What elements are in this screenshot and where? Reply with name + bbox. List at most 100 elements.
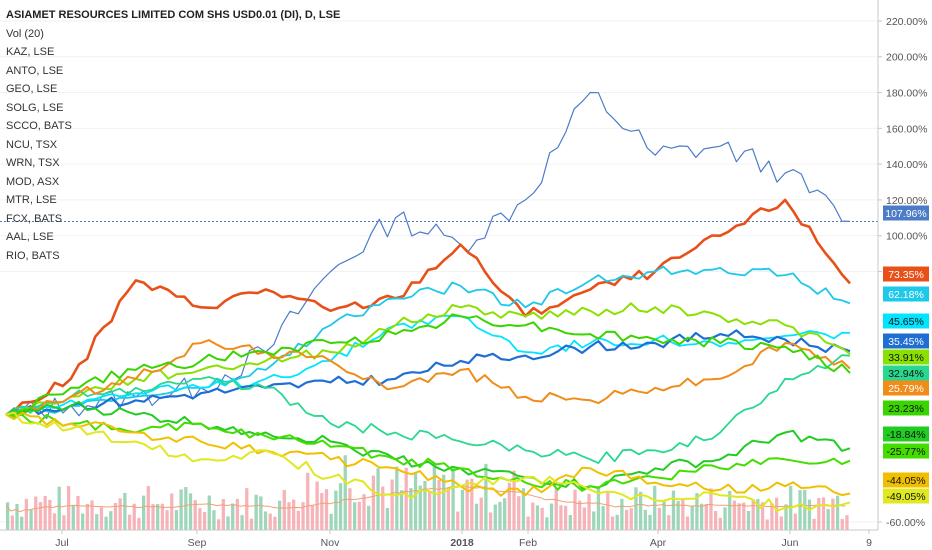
volume-bar [718, 517, 722, 530]
value-label-bg [883, 400, 929, 416]
volume-bar [629, 508, 633, 530]
volume-bar [418, 485, 422, 530]
legend-item[interactable]: RIO, BATS [6, 249, 60, 262]
series-value-label: 107.96% [883, 205, 929, 221]
volume-bar [507, 482, 511, 530]
volume-bar [137, 517, 141, 530]
series-value-label: -49.05% [883, 488, 929, 504]
volume-bar [746, 511, 751, 530]
volume-bar [639, 491, 643, 530]
legend-item[interactable]: WRN, TSX [6, 157, 60, 169]
volume-bar [113, 503, 118, 530]
value-label-bg [883, 488, 929, 504]
value-label-bg [883, 266, 929, 282]
volume-bar [465, 479, 469, 530]
volume-bar [798, 490, 802, 530]
value-label-text: 33.91% [888, 352, 924, 364]
value-label-text: 73.35% [888, 269, 924, 281]
volume-bar [20, 516, 24, 530]
volume-bar [310, 505, 315, 530]
volume-bar [615, 514, 619, 530]
volume-bar [217, 519, 221, 530]
volume-bar [535, 505, 540, 530]
series-line [5, 265, 851, 419]
volume-bar [685, 516, 690, 530]
volume-bar [484, 463, 488, 530]
volume-bar [151, 504, 155, 530]
volume-bar [109, 511, 113, 530]
legend-item[interactable]: GEO, LSE [6, 83, 58, 95]
legend-item[interactable]: ANTO, LSE [6, 64, 64, 77]
x-tick-label: Apr [650, 537, 667, 549]
volume-bar [835, 495, 840, 530]
y-tick-label: 100.00% [886, 231, 927, 243]
volume-bar [254, 494, 258, 530]
legend-item[interactable]: Vol (20) [6, 27, 44, 40]
volume-bar [545, 517, 549, 530]
value-label-text: 62.18% [888, 289, 924, 301]
volume-bar [395, 466, 399, 530]
volume-bar [681, 498, 685, 530]
volume-bar [329, 513, 333, 530]
volume-bar [90, 500, 94, 530]
x-tick-label: Feb [519, 537, 537, 549]
volume-bar [526, 516, 530, 530]
volume-bar [81, 513, 85, 530]
legend-item[interactable]: SCCO, BATS [6, 120, 72, 132]
volume-bar [540, 507, 544, 530]
volume-bar [756, 498, 760, 530]
volume-bar [568, 515, 572, 530]
legend-item[interactable]: FCX, BATS [6, 212, 63, 225]
series-lines [5, 91, 851, 512]
volume-bar [606, 491, 610, 530]
value-label-bg [883, 205, 929, 221]
volume-bar [423, 480, 427, 530]
volume-bar [179, 489, 183, 530]
value-label-text: 107.96% [885, 208, 926, 220]
volume-bar [442, 474, 446, 530]
volume-bar [742, 502, 746, 530]
volume-bar [287, 502, 291, 530]
legend-item[interactable]: MOD, ASX [6, 175, 60, 188]
volume-bar [620, 498, 624, 530]
volume-bar [610, 516, 615, 530]
legend-item[interactable]: SOLG, LSE [6, 101, 64, 114]
volume-bar [779, 516, 783, 530]
volume-bar [723, 507, 727, 530]
legend-item[interactable]: NCU, TSX [6, 138, 58, 151]
series-value-label: 33.91% [883, 349, 929, 365]
volume-bar [774, 497, 779, 530]
volume-bar [760, 502, 765, 530]
series-line [5, 198, 851, 416]
volume-bar [840, 519, 844, 530]
series-value-label: 25.79% [883, 380, 929, 396]
volume-bar [15, 503, 19, 530]
volume-bar [399, 490, 404, 530]
volume-bar [371, 475, 376, 530]
legend-item[interactable]: AAL, LSE [6, 231, 54, 243]
volume-bar [273, 516, 277, 530]
volume-bar [456, 511, 460, 530]
volume-bar [235, 498, 240, 530]
volume-bar [263, 511, 268, 530]
volume-bar [728, 490, 732, 530]
volume-bar [6, 502, 10, 530]
series-value-label: 23.23% [883, 400, 929, 416]
volume-bar [446, 487, 451, 530]
series-line [5, 329, 851, 416]
series-line [5, 313, 851, 416]
series-line [5, 314, 851, 416]
volume-bar [207, 495, 211, 530]
volume-bar [141, 495, 146, 530]
volume-bar [301, 502, 305, 530]
series-value-label: 62.18% [883, 286, 929, 302]
volume-bar [831, 498, 835, 530]
chart-title: ASIAMET RESOURCES LIMITED COM SHS USD0.0… [6, 9, 341, 21]
legend-item[interactable]: MTR, LSE [6, 194, 57, 206]
volume-bar [160, 503, 165, 530]
volume-bar [714, 510, 718, 530]
legend-item[interactable]: KAZ, LSE [6, 46, 55, 58]
volume-bar [146, 486, 150, 530]
value-label-bg [883, 333, 929, 349]
